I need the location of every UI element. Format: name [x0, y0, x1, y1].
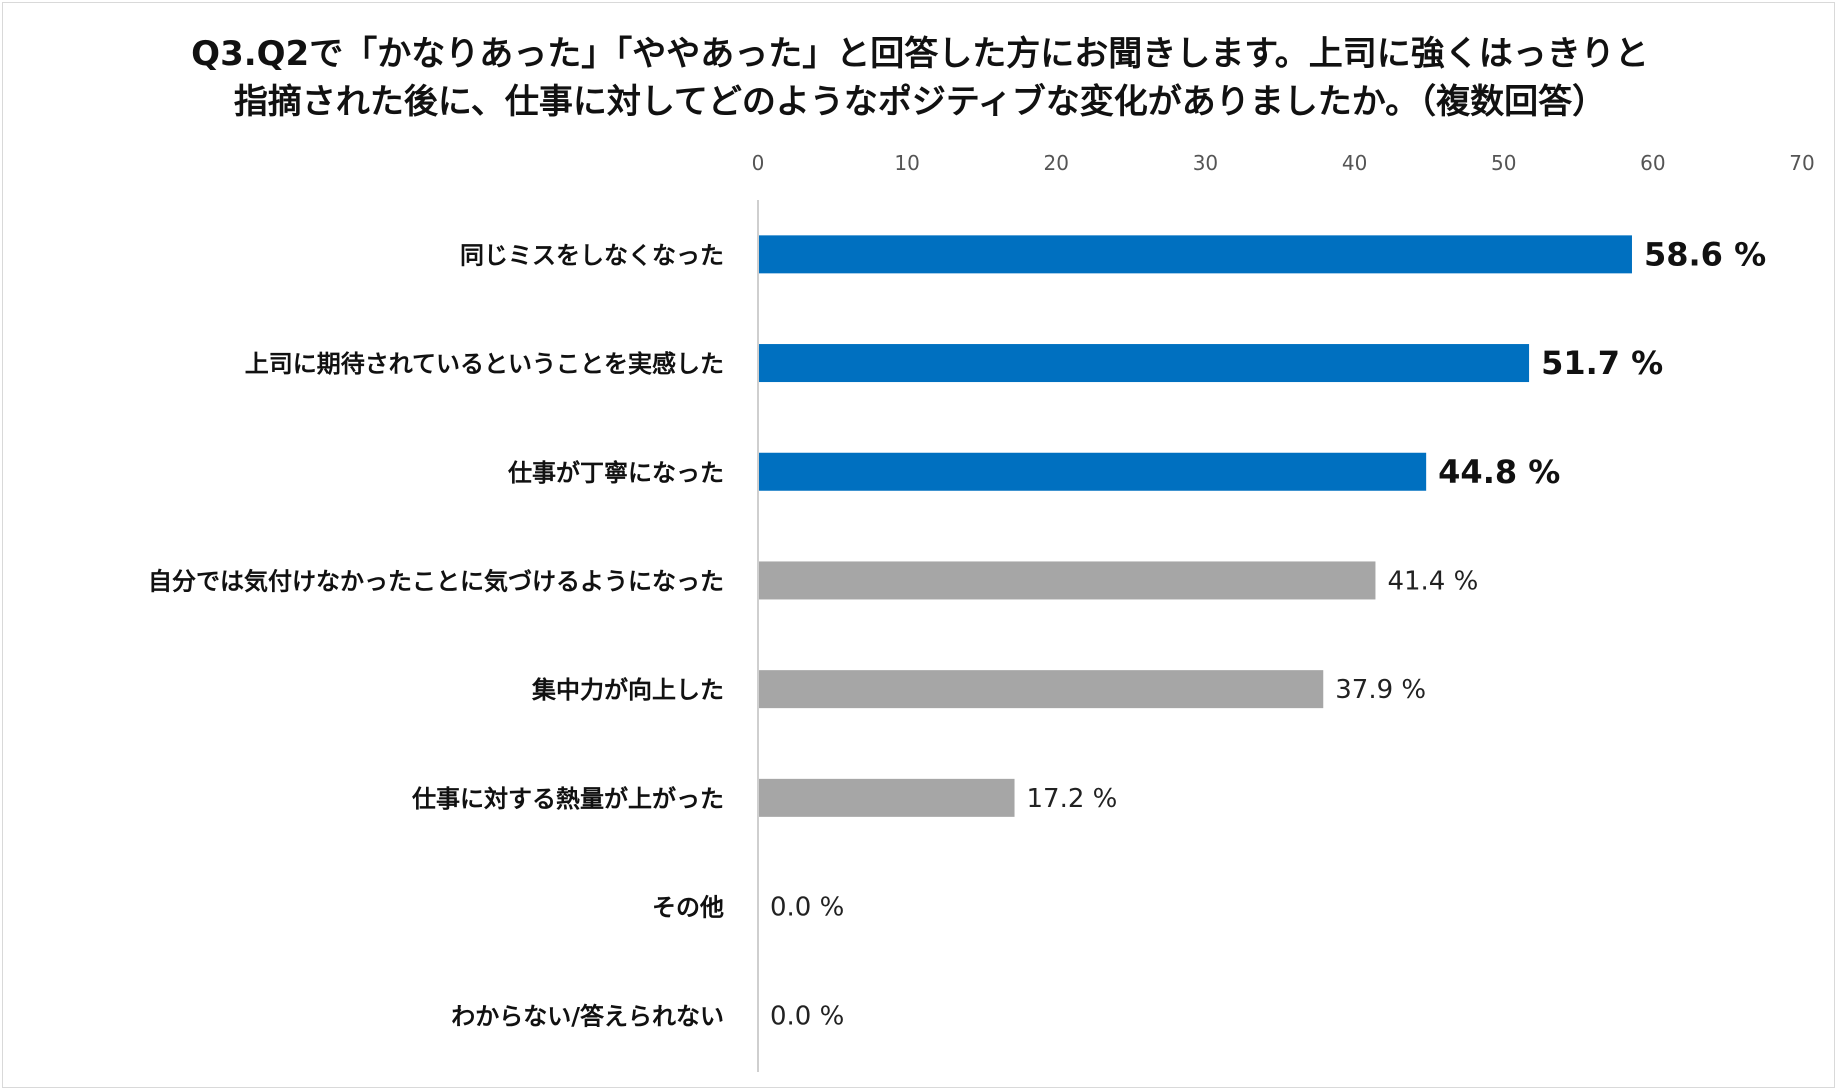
category-label: わからない/答えられない	[451, 1002, 724, 1030]
data-label: 0.0 %	[770, 1001, 844, 1031]
data-label: 41.4 %	[1387, 566, 1478, 596]
chart-title: Q3.Q2で「かなりあった」「ややあった」と回答した方にお聞きします。上司に強く…	[60, 30, 1780, 126]
category-label: 仕事が丁寧になった	[507, 459, 724, 487]
category-label: 集中力が向上した	[531, 676, 724, 704]
chart-title-line-2: 指摘された後に、仕事に対してどのようなポジティブな変化がありましたか。（複数回答…	[233, 82, 1607, 122]
category-label: 同じミスをしなくなった	[460, 241, 724, 269]
chart-title-line-1: Q3.Q2で「かなりあった」「ややあった」と回答した方にお聞きします。上司に強く…	[191, 34, 1649, 74]
bar	[759, 670, 1324, 709]
data-label: 44.8 %	[1438, 453, 1560, 491]
bar	[759, 561, 1376, 600]
bar	[759, 344, 1530, 383]
x-tick-label: 0	[752, 151, 765, 175]
bar	[759, 778, 1015, 817]
data-label: 51.7 %	[1541, 344, 1663, 382]
data-label: 0.0 %	[770, 893, 844, 923]
category-label: 仕事に対する熱量が上がった	[411, 785, 724, 813]
category-label: その他	[652, 894, 724, 922]
data-label: 37.9 %	[1335, 675, 1426, 705]
bar	[759, 452, 1427, 491]
bar	[759, 235, 1632, 274]
x-tick-label: 50	[1491, 151, 1516, 175]
x-tick-label: 40	[1342, 151, 1367, 175]
category-label: 自分では気付けなかったことに気づけるようになった	[148, 567, 724, 595]
x-tick-label: 10	[894, 151, 919, 175]
category-label: 上司に期待されているということを実感した	[245, 350, 724, 378]
x-tick-label: 20	[1044, 151, 1069, 175]
data-label: 58.6 %	[1644, 235, 1766, 273]
x-tick-label: 70	[1789, 151, 1814, 175]
x-tick-label: 60	[1640, 151, 1665, 175]
x-tick-label: 30	[1193, 151, 1218, 175]
data-label: 17.2 %	[1027, 784, 1118, 814]
